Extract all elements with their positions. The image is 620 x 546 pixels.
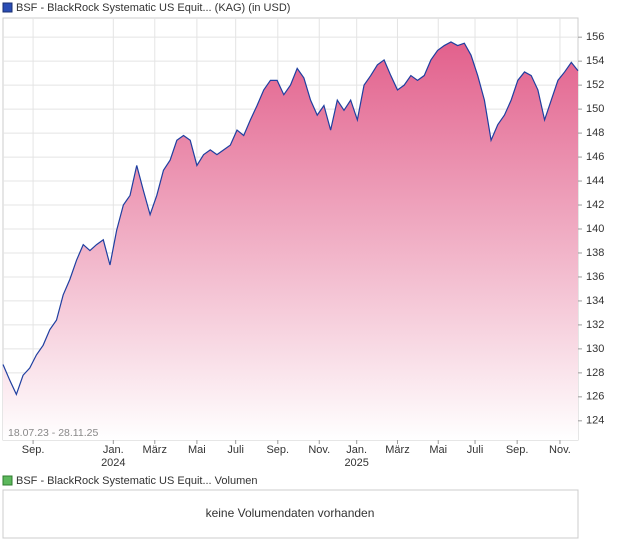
x-tick-label: Nov. xyxy=(549,444,571,456)
x-year-label: 2024 xyxy=(101,457,125,469)
x-tick-label: März xyxy=(143,444,167,456)
volume-legend: BSF - BlackRock Systematic US Equit... V… xyxy=(16,475,257,487)
x-tick-label: Nov. xyxy=(308,444,330,456)
y-tick-label: 156 xyxy=(586,31,604,43)
y-tick-label: 142 xyxy=(586,199,604,211)
x-tick-label: Mai xyxy=(429,444,447,456)
volume-legend-swatch xyxy=(2,475,13,486)
y-tick-label: 154 xyxy=(586,55,604,67)
x-tick-label: Jan. xyxy=(103,444,124,456)
x-tick-label: Sep. xyxy=(506,444,529,456)
y-tick-label: 134 xyxy=(586,295,604,307)
x-tick-label: Sep. xyxy=(22,444,45,456)
x-tick-label: Juli xyxy=(467,444,484,456)
y-tick-label: 152 xyxy=(586,79,604,91)
y-tick-label: 140 xyxy=(586,223,604,235)
x-tick-label: Sep. xyxy=(266,444,289,456)
volume-panel xyxy=(2,489,579,539)
y-tick-label: 150 xyxy=(586,103,604,115)
y-tick-label: 144 xyxy=(586,175,604,187)
date-range: 18.07.23 - 28.11.25 xyxy=(8,427,98,439)
x-tick-label: Juli xyxy=(227,444,244,456)
x-year-label: 2025 xyxy=(344,457,368,469)
x-tick-label: Mai xyxy=(188,444,206,456)
x-tick-label: März xyxy=(385,444,409,456)
legend-swatch xyxy=(2,2,13,13)
y-tick-label: 138 xyxy=(586,247,604,259)
area-fill xyxy=(3,41,578,440)
y-tick-label: 130 xyxy=(586,343,604,355)
y-tick-label: 132 xyxy=(586,319,604,331)
price-line xyxy=(2,41,579,397)
volume-note: keine Volumendaten vorhanden xyxy=(206,506,375,520)
y-tick-label: 146 xyxy=(586,151,604,163)
y-tick-label: 126 xyxy=(586,391,604,403)
y-tick-label: 124 xyxy=(586,415,604,427)
y-tick-label: 148 xyxy=(586,127,604,139)
y-tick-label: 136 xyxy=(586,271,604,283)
y-tick-label: 128 xyxy=(586,367,604,379)
x-tick-label: Jan. xyxy=(346,444,367,456)
chart-title: BSF - BlackRock Systematic US Equit... (… xyxy=(16,2,290,14)
